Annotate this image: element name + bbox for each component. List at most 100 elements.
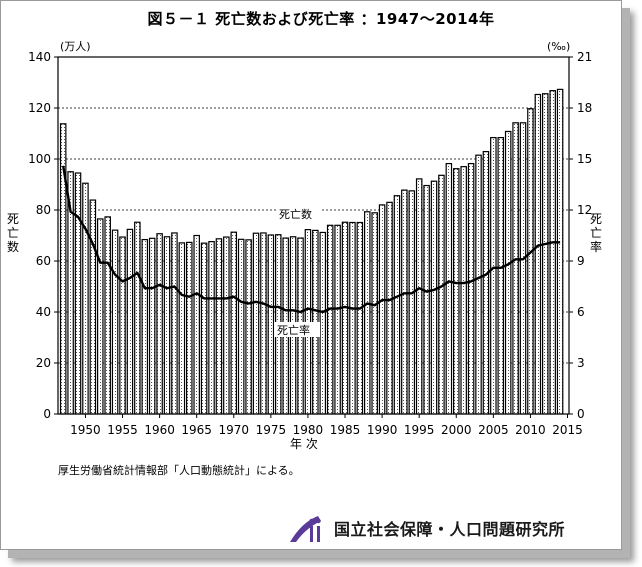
bar-2002 bbox=[467, 162, 475, 415]
bar-1983 bbox=[326, 224, 334, 415]
source-note: 厚生労働省統計情報部「人口動態統計」による。 bbox=[58, 464, 300, 477]
institute-logo: 国立社会保障・人口問題研究所 bbox=[288, 512, 565, 544]
bar-2007 bbox=[504, 130, 512, 415]
bar-1988 bbox=[364, 211, 371, 415]
bar-1997 bbox=[430, 180, 438, 415]
annotation-deaths-label: 死亡数 bbox=[279, 207, 312, 221]
xtick-label: 1985 bbox=[330, 423, 361, 437]
bar-1998 bbox=[438, 174, 445, 415]
bar-1962 bbox=[171, 232, 178, 415]
xtick-label: 1950 bbox=[70, 423, 101, 437]
ytick-right-label: 9 bbox=[577, 254, 585, 268]
bar-1964 bbox=[186, 241, 193, 415]
axes bbox=[57, 56, 570, 415]
ylabel-right-text: 死亡率 bbox=[589, 212, 602, 254]
ytick-left-label: 120 bbox=[28, 101, 51, 115]
xtick-label: 1960 bbox=[144, 423, 175, 437]
xtick-label: 2010 bbox=[515, 423, 546, 437]
ylabel-left-text: 死亡数 bbox=[6, 212, 19, 254]
bar-1993 bbox=[401, 189, 408, 415]
ipss-logo-icon bbox=[290, 516, 321, 542]
bar-1991 bbox=[386, 201, 393, 415]
death-rate-line bbox=[62, 165, 561, 314]
tick-labels: 0 20 40 60 80 100 120 140 0 3 6 9 12 15 18 21 1950 1955 19… bbox=[28, 50, 592, 437]
bar-1970 bbox=[230, 231, 238, 415]
bar-series bbox=[59, 88, 564, 415]
logo-text: 国立社会保障・人口問題研究所 bbox=[334, 520, 566, 539]
bar-1992 bbox=[393, 195, 401, 415]
ytick-left-label: 20 bbox=[36, 356, 51, 370]
bar-1958 bbox=[141, 238, 149, 415]
ytick-right-label: 18 bbox=[577, 101, 592, 115]
bar-1996 bbox=[423, 184, 430, 415]
plot-frame bbox=[57, 56, 570, 415]
bar-1959 bbox=[148, 237, 156, 415]
bar-1965 bbox=[193, 234, 200, 415]
xtick-label: 2015 bbox=[552, 423, 583, 437]
bar-2008 bbox=[512, 122, 519, 415]
bar-1956 bbox=[126, 228, 134, 415]
xlabel: 年 次 bbox=[290, 437, 318, 451]
bar-1971 bbox=[237, 238, 245, 415]
xtick-label: 1990 bbox=[367, 423, 398, 437]
bar-1957 bbox=[134, 221, 141, 415]
bar-1954 bbox=[111, 229, 119, 415]
bar-1949 bbox=[74, 172, 82, 415]
bar-1973 bbox=[252, 232, 260, 415]
bar-1980 bbox=[304, 229, 312, 415]
bar-1961 bbox=[163, 236, 171, 415]
bar-1953 bbox=[104, 216, 111, 415]
ytick-left-label: 80 bbox=[36, 203, 51, 217]
bar-1987 bbox=[356, 221, 364, 415]
xtick-label: 2005 bbox=[478, 423, 509, 437]
bar-1969 bbox=[223, 236, 230, 415]
bar-1975 bbox=[267, 234, 275, 415]
bar-1950 bbox=[82, 182, 89, 415]
xtick-label: 1965 bbox=[181, 423, 212, 437]
bar-2003 bbox=[475, 154, 482, 415]
ytick-right-label: 12 bbox=[577, 203, 592, 217]
left-unit-label: (万人) bbox=[60, 40, 91, 53]
xtick-label: 1975 bbox=[256, 423, 287, 437]
bar-1951 bbox=[89, 199, 97, 415]
bar-1967 bbox=[208, 241, 215, 415]
bar-1974 bbox=[260, 232, 267, 415]
bar-1966 bbox=[200, 242, 208, 415]
annotation-deaths: 死亡数 bbox=[276, 206, 322, 221]
ytick-left-label: 60 bbox=[36, 254, 51, 268]
bar-1994 bbox=[408, 190, 416, 415]
line-series bbox=[62, 165, 561, 314]
annotation-rate-label: 死亡率 bbox=[277, 323, 310, 337]
ytick-left-label: 0 bbox=[43, 407, 51, 421]
ytick-right-label: 15 bbox=[577, 152, 592, 166]
xtick-label: 1995 bbox=[404, 423, 435, 437]
bar-2005 bbox=[490, 136, 497, 415]
ytick-right-label: 6 bbox=[577, 305, 585, 319]
ytick-left-label: 140 bbox=[28, 50, 51, 64]
chart-title: 図５－１ 死亡数および死亡率 ：1947～2014年 bbox=[147, 10, 495, 28]
bar-2012 bbox=[541, 93, 549, 415]
xtick-label: 1955 bbox=[107, 423, 138, 437]
bar-1990 bbox=[378, 204, 386, 415]
bar-2011 bbox=[534, 93, 542, 415]
bar-2014 bbox=[556, 88, 564, 415]
xtick-label: 2000 bbox=[441, 423, 472, 437]
bar-1999 bbox=[445, 162, 453, 415]
bar-2000 bbox=[452, 168, 460, 415]
ytick-right-label: 3 bbox=[577, 356, 585, 370]
bar-2006 bbox=[497, 136, 505, 415]
bar-2009 bbox=[519, 122, 527, 415]
bar-2010 bbox=[527, 108, 534, 415]
bar-1989 bbox=[371, 212, 378, 415]
xtick-label: 1970 bbox=[218, 423, 249, 437]
bar-2001 bbox=[460, 166, 467, 415]
bar-1960 bbox=[156, 233, 163, 415]
bar-2013 bbox=[549, 90, 556, 415]
ylabel-left: 死亡数 bbox=[6, 212, 20, 254]
bar-1955 bbox=[119, 236, 126, 415]
bar-1982 bbox=[319, 231, 327, 415]
right-unit-label: (‰) bbox=[547, 40, 570, 53]
bar-1986 bbox=[349, 221, 356, 415]
annotation-rate: 死亡率 bbox=[274, 322, 320, 337]
